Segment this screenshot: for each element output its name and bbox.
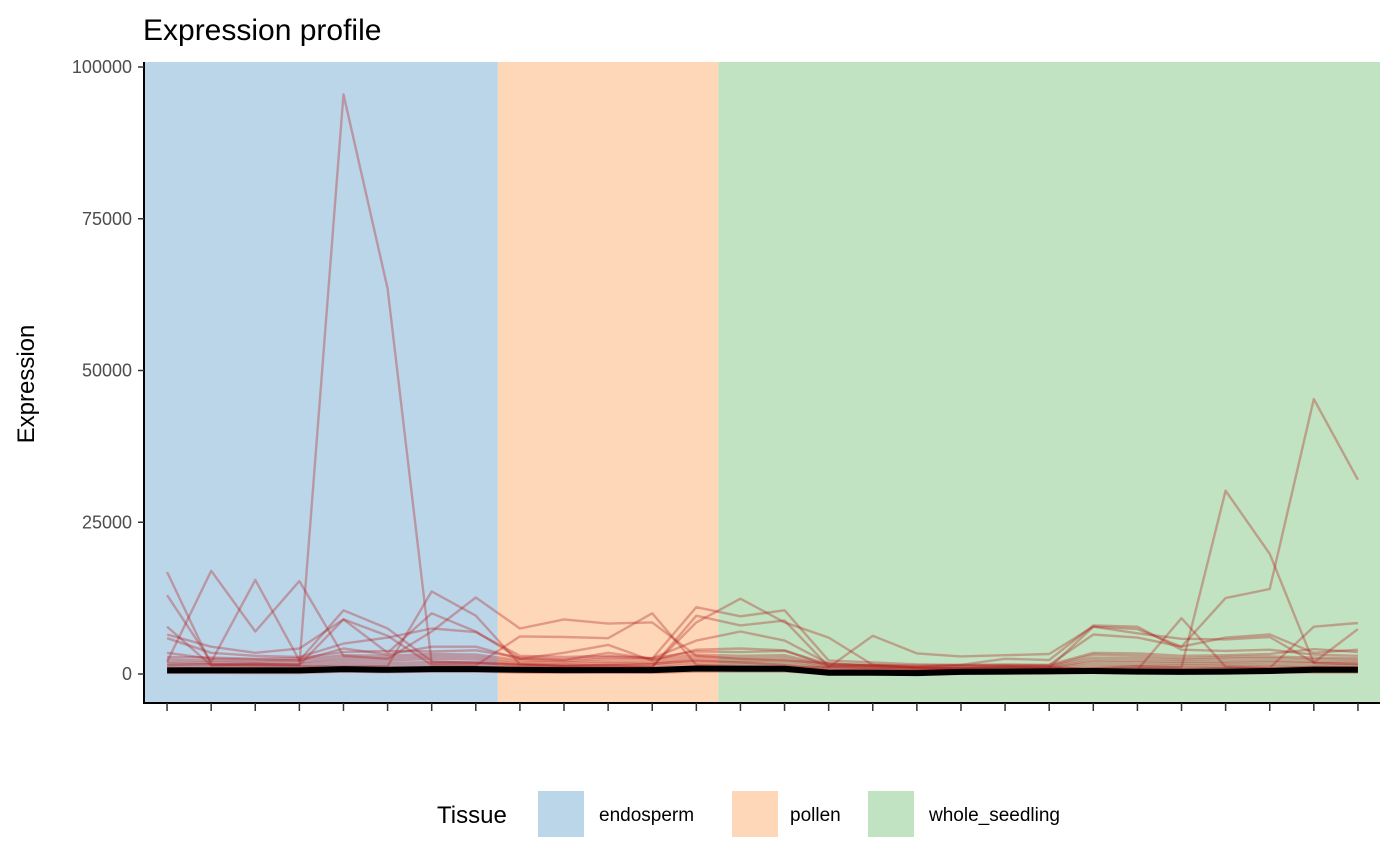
gene-line-11 <box>167 655 1358 670</box>
gene-line-2 <box>166 397 1359 670</box>
band-endosperm <box>145 62 498 703</box>
gene-line-13 <box>167 660 1358 672</box>
gene-line-14 <box>167 663 1358 673</box>
band-whole_seedling <box>718 62 1380 703</box>
y-tick-label-25000: 25000 <box>82 512 132 532</box>
gene-line-10 <box>167 652 1358 669</box>
y-tick-label-75000: 75000 <box>82 209 132 229</box>
band-pollen <box>497 62 719 703</box>
gene-line-7 <box>166 627 1358 667</box>
mean-expression-line-layer <box>167 665 1358 677</box>
tissue-legend: Tissue endosperm pollen whole_seedling <box>437 791 1060 837</box>
gene-line-3 <box>166 489 1358 671</box>
legend-swatch-pollen <box>732 791 778 837</box>
gene-line-4 <box>166 569 1359 671</box>
legend-label-pollen: pollen <box>790 805 841 826</box>
gene-line-9 <box>167 649 1358 668</box>
legend-swatch-whole_seedling <box>868 791 914 837</box>
legend-swatch-endosperm <box>538 791 584 837</box>
mean-line <box>167 665 1358 677</box>
y-tick-label-50000: 50000 <box>82 361 132 381</box>
gene-line-12 <box>167 657 1358 671</box>
y-tick-label-100000: 100000 <box>72 57 132 77</box>
gene-line-6 <box>166 606 1358 667</box>
legend-title: Tissue <box>437 802 507 829</box>
legend-label-endosperm: endosperm <box>599 805 694 826</box>
y-tick-label-0: 0 <box>122 664 132 684</box>
chart-title: Expression profile <box>143 14 381 47</box>
legend-label-whole_seedling: whole_seedling <box>928 805 1060 826</box>
chart-axes: 0 25000 50000 75000 100000 <box>72 57 1380 711</box>
y-axis-title: Expression <box>13 325 40 444</box>
gene-line-8 <box>166 643 1358 668</box>
tissue-background-bands <box>145 62 1380 703</box>
